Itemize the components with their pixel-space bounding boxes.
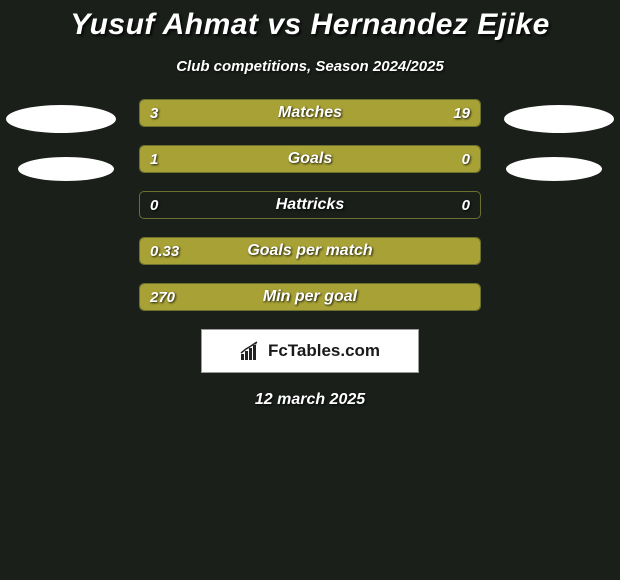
stat-bars: 3 Matches 19 1 Goals 0 0 Hattricks 0 0.3… [139, 99, 481, 311]
stat-row-matches: 3 Matches 19 [139, 99, 481, 127]
bar-chart-icon [240, 341, 262, 361]
stat-fill-left [140, 146, 405, 172]
stat-fill-full [140, 284, 480, 310]
page-title: Yusuf Ahmat vs Hernandez Ejike [0, 8, 620, 42]
stat-row-min-per-goal: 270 Min per goal [139, 283, 481, 311]
stat-fill-right [205, 100, 480, 126]
player-right-photo-placeholder [504, 105, 614, 133]
stat-value-left: 1 [150, 146, 158, 172]
team-left-logo-placeholder [18, 157, 114, 181]
date-label: 12 march 2025 [0, 391, 620, 409]
comparison-widget: Yusuf Ahmat vs Hernandez Ejike Club comp… [0, 0, 620, 409]
subtitle: Club competitions, Season 2024/2025 [0, 58, 620, 75]
player-left-photo-placeholder [6, 105, 116, 133]
stat-value-right: 0 [462, 192, 470, 218]
stat-value-left: 3 [150, 100, 158, 126]
stat-value-right: 0 [462, 146, 470, 172]
stat-row-goals: 1 Goals 0 [139, 145, 481, 173]
stat-row-goals-per-match: 0.33 Goals per match [139, 237, 481, 265]
stats-area: 3 Matches 19 1 Goals 0 0 Hattricks 0 0.3… [0, 99, 620, 409]
stat-value-left: 0.33 [150, 238, 179, 264]
watermark-logo[interactable]: FcTables.com [201, 329, 419, 373]
stat-label: Hattricks [140, 192, 480, 218]
watermark-text: FcTables.com [268, 341, 380, 361]
stat-value-left: 270 [150, 284, 175, 310]
team-right-logo-placeholder [506, 157, 602, 181]
stat-fill-full [140, 238, 480, 264]
stat-row-hattricks: 0 Hattricks 0 [139, 191, 481, 219]
stat-value-left: 0 [150, 192, 158, 218]
stat-value-right: 19 [453, 100, 470, 126]
